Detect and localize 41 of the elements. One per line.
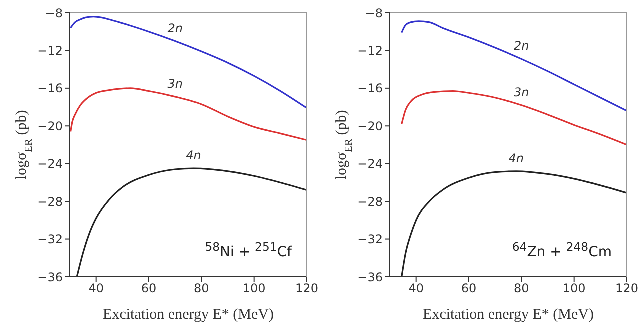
series-label: 2n xyxy=(514,39,530,54)
y-tick-label: −12 xyxy=(38,44,63,58)
series-label: 2n xyxy=(168,21,183,36)
y-tick-label: −16 xyxy=(358,82,383,96)
annotation: $^{64}$Zn + $^{248}$Cm xyxy=(512,240,612,261)
y-tick-label: −36 xyxy=(38,270,63,284)
series-label: 4n xyxy=(186,148,202,163)
x-tick-label: 40 xyxy=(88,282,104,296)
x-tick-label: 120 xyxy=(616,282,638,296)
y-tick-label: −36 xyxy=(358,270,383,284)
x-axis-title: Excitation energy E* (MeV) xyxy=(423,307,594,323)
line-series xyxy=(70,88,307,142)
y-tick-label: −32 xyxy=(38,232,63,247)
line-series xyxy=(401,20,627,112)
x-tick-label: 60 xyxy=(141,282,157,296)
series-label: 4n xyxy=(508,151,524,166)
line-series xyxy=(401,170,627,277)
y-tick-label: −12 xyxy=(358,44,383,58)
x-tick-label: 80 xyxy=(514,282,530,296)
series-label: 3n xyxy=(168,76,183,91)
y-tick-label: −8 xyxy=(365,6,383,20)
y-tick-label: −20 xyxy=(38,119,63,134)
line-series xyxy=(70,16,307,110)
y-tick-label: −16 xyxy=(38,82,63,96)
x-tick-label: 100 xyxy=(562,282,586,296)
y-tick-label: −8 xyxy=(45,6,63,20)
x-tick-label: 100 xyxy=(242,282,266,296)
y-tick-label: −24 xyxy=(358,157,383,172)
y-tick-label: −28 xyxy=(358,194,383,209)
y-tick-label: −28 xyxy=(38,194,63,209)
y-tick-label: −24 xyxy=(38,157,63,172)
line-series xyxy=(76,168,307,277)
x-axis-title: Excitation energy E* (MeV) xyxy=(103,307,274,323)
x-tick-label: 60 xyxy=(461,282,477,296)
series-label: 3n xyxy=(514,85,530,100)
x-tick-label: 40 xyxy=(408,282,424,296)
y-tick-label: −32 xyxy=(358,232,383,247)
x-tick-label: 80 xyxy=(194,282,210,296)
y-tick-label: −20 xyxy=(358,119,383,134)
annotation: $^{58}$Ni + $^{251}$Cf xyxy=(205,240,292,261)
x-tick-label: 120 xyxy=(296,282,318,296)
